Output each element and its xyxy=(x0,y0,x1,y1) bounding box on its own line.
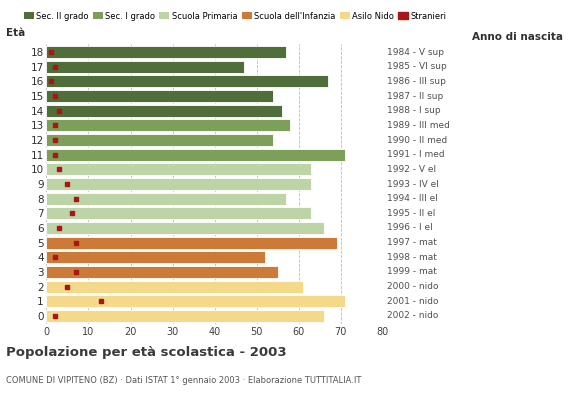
Bar xyxy=(46,105,282,117)
Text: 1996 - I el: 1996 - I el xyxy=(387,224,432,232)
Bar xyxy=(46,90,273,102)
Bar xyxy=(46,207,311,219)
Text: 1998 - mat: 1998 - mat xyxy=(387,253,437,262)
Bar xyxy=(46,134,273,146)
Bar xyxy=(46,251,265,263)
Text: 2002 - nido: 2002 - nido xyxy=(387,312,438,320)
Text: 1991 - I med: 1991 - I med xyxy=(387,150,444,159)
Bar xyxy=(46,237,336,249)
Bar xyxy=(46,75,328,87)
Bar xyxy=(46,178,311,190)
Text: Popolazione per età scolastica - 2003: Popolazione per età scolastica - 2003 xyxy=(6,346,287,359)
Bar xyxy=(46,61,244,73)
Bar xyxy=(46,46,286,58)
Bar xyxy=(46,193,286,205)
Bar xyxy=(46,266,278,278)
Bar xyxy=(46,222,324,234)
Text: 1997 - mat: 1997 - mat xyxy=(387,238,437,247)
Text: Anno di nascita: Anno di nascita xyxy=(472,32,563,42)
Text: 1989 - III med: 1989 - III med xyxy=(387,121,450,130)
Bar xyxy=(46,310,324,322)
Text: Età: Età xyxy=(6,28,26,38)
Text: 1995 - II el: 1995 - II el xyxy=(387,209,435,218)
Text: 2000 - nido: 2000 - nido xyxy=(387,282,438,291)
Bar xyxy=(46,295,345,307)
Text: 1984 - V sup: 1984 - V sup xyxy=(387,48,444,56)
Bar xyxy=(46,163,311,175)
Text: 1992 - V el: 1992 - V el xyxy=(387,165,436,174)
Bar xyxy=(46,119,291,131)
Text: 1985 - VI sup: 1985 - VI sup xyxy=(387,62,447,71)
Text: 1990 - II med: 1990 - II med xyxy=(387,136,447,144)
Legend: Sec. II grado, Sec. I grado, Scuola Primaria, Scuola dell'Infanzia, Asilo Nido, : Sec. II grado, Sec. I grado, Scuola Prim… xyxy=(24,12,447,21)
Text: 1987 - II sup: 1987 - II sup xyxy=(387,92,443,100)
Text: 1986 - III sup: 1986 - III sup xyxy=(387,77,445,86)
Text: 1988 - I sup: 1988 - I sup xyxy=(387,106,440,115)
Text: 2001 - nido: 2001 - nido xyxy=(387,297,438,306)
Text: 1999 - mat: 1999 - mat xyxy=(387,268,437,276)
Bar xyxy=(46,281,303,293)
Text: 1994 - III el: 1994 - III el xyxy=(387,194,437,203)
Text: COMUNE DI VIPITENO (BZ) · Dati ISTAT 1° gennaio 2003 · Elaborazione TUTTITALIA.I: COMUNE DI VIPITENO (BZ) · Dati ISTAT 1° … xyxy=(6,376,361,385)
Bar xyxy=(46,149,345,161)
Text: 1993 - IV el: 1993 - IV el xyxy=(387,180,438,188)
